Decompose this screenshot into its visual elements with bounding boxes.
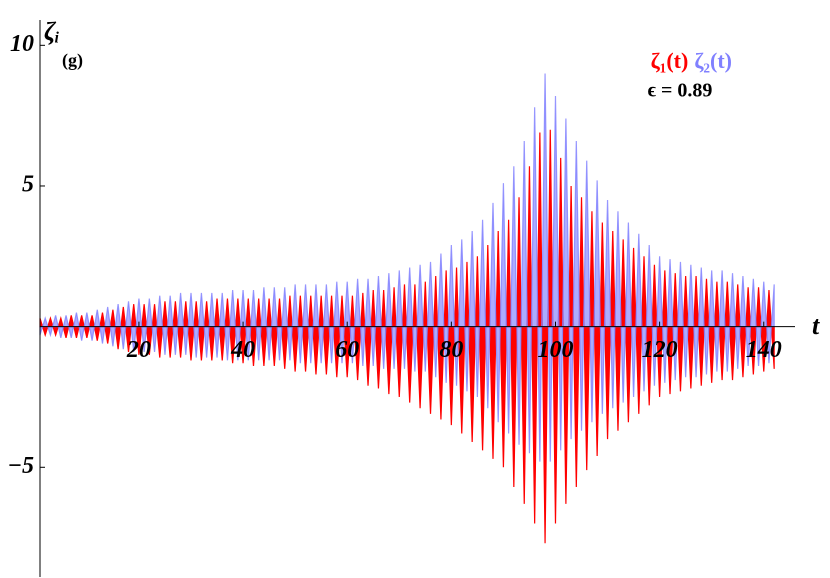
x-axis-label: t [812,311,820,340]
y-tick-label: 10 [10,31,34,57]
legend-entry: ζ₂(t) [694,48,732,73]
y-tick-label: −5 [7,453,34,479]
legend-entry: ζ₁(t) [651,48,689,73]
x-tick-label: 80 [439,337,463,363]
x-tick-label: 120 [642,337,678,363]
y-axis-label: ζᵢ [44,17,60,46]
x-tick-label: 100 [537,337,573,363]
series-area [39,73,775,462]
panel-label: (g) [62,50,83,71]
legend: ζ₁(t) ζ₂(t) [651,48,732,73]
x-tick-label: 20 [126,337,151,363]
series-area [39,129,775,544]
x-tick-label: 40 [230,337,255,363]
parameter-label: ϵ = 0.89 [648,80,713,102]
x-tick-label: 60 [335,337,359,363]
x-tick-label: 140 [746,337,782,363]
y-tick-label: 5 [22,171,34,197]
